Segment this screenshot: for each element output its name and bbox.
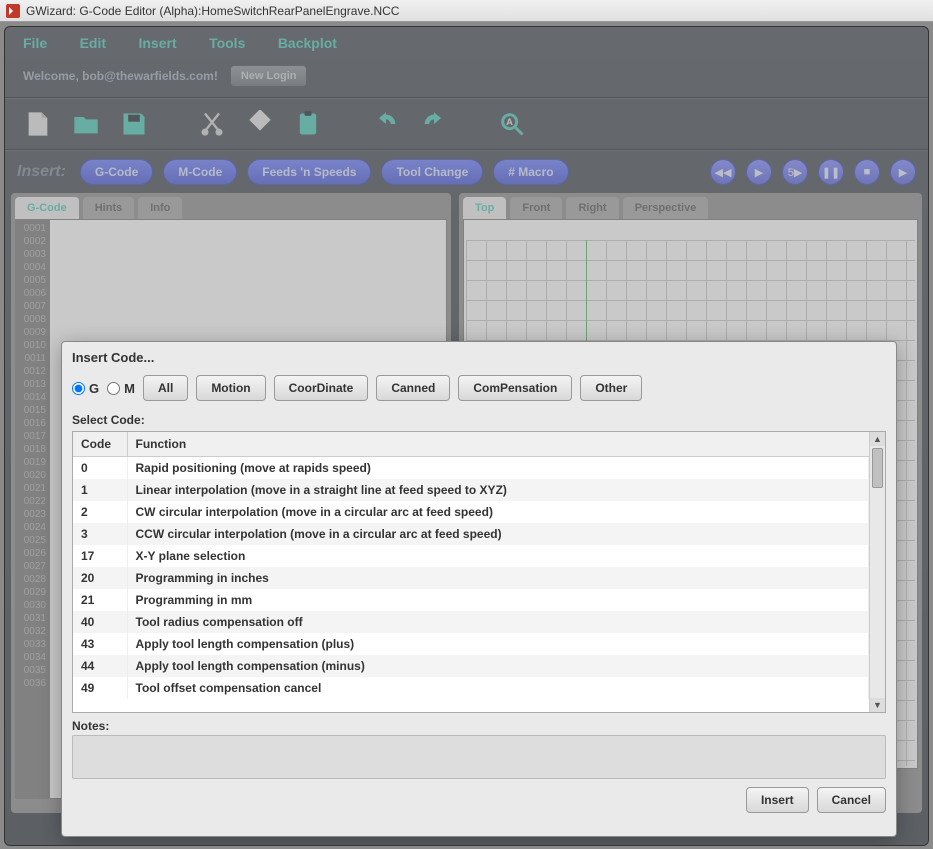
cell-code: 40 [73,611,127,633]
cell-code: 43 [73,633,127,655]
table-row[interactable]: 44Apply tool length compensation (minus) [73,655,869,677]
filter-other[interactable]: Other [580,375,642,401]
cell-function: Linear interpolation (move in a straight… [127,479,869,501]
col-function[interactable]: Function [127,432,869,457]
radio-m-input[interactable] [107,382,120,395]
table-row[interactable]: 0Rapid positioning (move at rapids speed… [73,457,869,480]
filter-canned[interactable]: Canned [376,375,450,401]
code-table: Code Function 0Rapid positioning (move a… [73,432,869,699]
cancel-button[interactable]: Cancel [817,787,886,813]
code-table-wrap: Code Function 0Rapid positioning (move a… [72,431,886,713]
scroll-down-icon[interactable]: ▼ [870,698,885,712]
table-row[interactable]: 2CW circular interpolation (move in a ci… [73,501,869,523]
cell-function: Rapid positioning (move at rapids speed) [127,457,869,480]
filter-motion[interactable]: Motion [196,375,265,401]
cell-code: 49 [73,677,127,699]
dialog-title: Insert Code... [72,350,886,365]
notes-label: Notes: [72,719,886,733]
table-row[interactable]: 43Apply tool length compensation (plus) [73,633,869,655]
table-row[interactable]: 17X-Y plane selection [73,545,869,567]
cell-function: CCW circular interpolation (move in a ci… [127,523,869,545]
cell-code: 20 [73,567,127,589]
insert-button[interactable]: Insert [746,787,809,813]
radio-m[interactable]: M [107,381,135,396]
radio-g[interactable]: G [72,381,99,396]
cell-function: Tool offset compensation cancel [127,677,869,699]
table-row[interactable]: 49Tool offset compensation cancel [73,677,869,699]
main-frame: File Edit Insert Tools Backplot Welcome,… [4,26,929,846]
scroll-up-icon[interactable]: ▲ [870,432,885,446]
cell-function: Tool radius compensation off [127,611,869,633]
app-icon [6,4,20,18]
cell-function: X-Y plane selection [127,545,869,567]
filter-all[interactable]: All [143,375,188,401]
insert-code-dialog: Insert Code... G M All Motion CoorDinate… [61,341,897,837]
cell-code: 1 [73,479,127,501]
cell-code: 2 [73,501,127,523]
filter-coordinate[interactable]: CoorDinate [274,375,369,401]
col-code[interactable]: Code [73,432,127,457]
cell-code: 21 [73,589,127,611]
cell-function: Programming in inches [127,567,869,589]
notes-box[interactable] [72,735,886,779]
cell-function: Programming in mm [127,589,869,611]
window-title: GWizard: G-Code Editor (Alpha):HomeSwitc… [26,4,399,18]
cell-code: 44 [73,655,127,677]
table-row[interactable]: 20Programming in inches [73,567,869,589]
cell-code: 3 [73,523,127,545]
table-row[interactable]: 3CCW circular interpolation (move in a c… [73,523,869,545]
table-scrollbar[interactable]: ▲ ▼ [869,432,885,712]
filter-compensation[interactable]: ComPensation [458,375,572,401]
filter-row: G M All Motion CoorDinate Canned ComPens… [72,375,886,401]
table-row[interactable]: 1Linear interpolation (move in a straigh… [73,479,869,501]
cell-function: CW circular interpolation (move in a cir… [127,501,869,523]
window-titlebar: GWizard: G-Code Editor (Alpha):HomeSwitc… [0,0,933,22]
cell-code: 17 [73,545,127,567]
cell-code: 0 [73,457,127,480]
cell-function: Apply tool length compensation (minus) [127,655,869,677]
radio-g-input[interactable] [72,382,85,395]
scroll-thumb[interactable] [872,448,883,488]
table-row[interactable]: 21Programming in mm [73,589,869,611]
select-code-label: Select Code: [72,413,886,427]
table-row[interactable]: 40Tool radius compensation off [73,611,869,633]
cell-function: Apply tool length compensation (plus) [127,633,869,655]
